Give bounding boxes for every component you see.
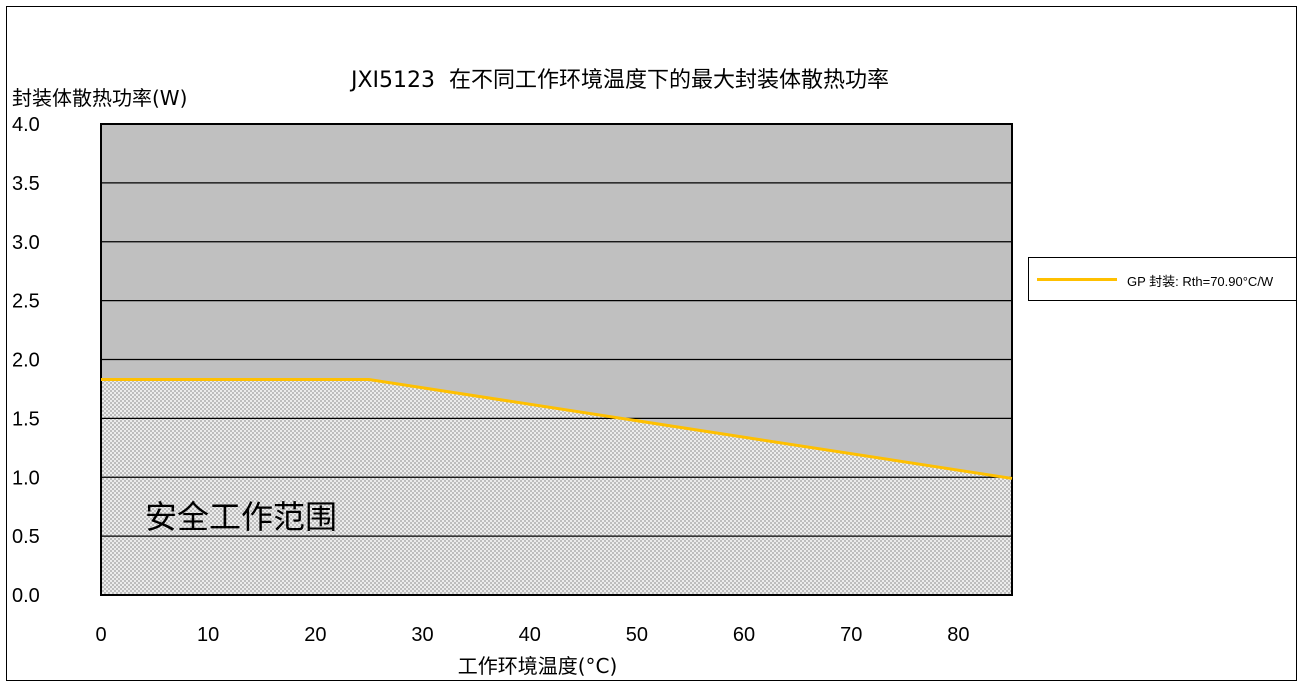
legend-swatch bbox=[1037, 278, 1117, 281]
y-axis-ticks: 0.0 0.5 1.0 1.5 2.0 2.5 3.0 3.5 4.0 bbox=[12, 114, 40, 607]
x-tick-label: 30 bbox=[411, 624, 433, 646]
x-tick-label: 40 bbox=[519, 624, 541, 646]
safe-area-label: 安全工作范围 bbox=[145, 498, 338, 536]
x-tick-label: 50 bbox=[626, 624, 648, 646]
x-axis-ticks: 0 10 20 30 40 50 60 70 80 bbox=[95, 624, 969, 646]
y-tick-label: 1.5 bbox=[12, 408, 40, 430]
y-tick-label: 0.0 bbox=[12, 585, 40, 607]
plot-border bbox=[100, 123, 1013, 596]
x-tick-label: 20 bbox=[304, 624, 326, 646]
x-tick-label: 10 bbox=[197, 624, 219, 646]
x-tick-label: 70 bbox=[840, 624, 862, 646]
y-tick-label: 4.0 bbox=[12, 114, 40, 136]
series-lines bbox=[101, 378, 1013, 480]
y-tick-label: 3.5 bbox=[12, 173, 40, 195]
x-tick-label: 60 bbox=[733, 624, 755, 646]
legend: GP 封装: Rth=70.90°C/W bbox=[1028, 257, 1297, 301]
series-line bbox=[101, 378, 1013, 480]
y-tick-label: 0.5 bbox=[12, 526, 40, 548]
gridlines bbox=[101, 182, 1012, 537]
legend-series-label: GP 封装: Rth=70.90°C/W bbox=[1127, 274, 1274, 289]
y-axis-label: 封装体散热功率(W) bbox=[12, 86, 188, 110]
y-tick-label: 2.5 bbox=[12, 291, 40, 313]
x-axis-label: 工作环境温度(°C) bbox=[457, 654, 618, 678]
safe-operating-area bbox=[101, 379, 1012, 595]
chart-title: JXI5123 在不同工作环境温度下的最大封装体散热功率 bbox=[350, 68, 890, 93]
x-tick-label: 0 bbox=[95, 624, 106, 646]
y-tick-label: 3.0 bbox=[12, 232, 40, 254]
y-tick-label: 2.0 bbox=[12, 350, 40, 372]
x-tick-label: 80 bbox=[947, 624, 969, 646]
y-tick-label: 1.0 bbox=[12, 467, 40, 489]
